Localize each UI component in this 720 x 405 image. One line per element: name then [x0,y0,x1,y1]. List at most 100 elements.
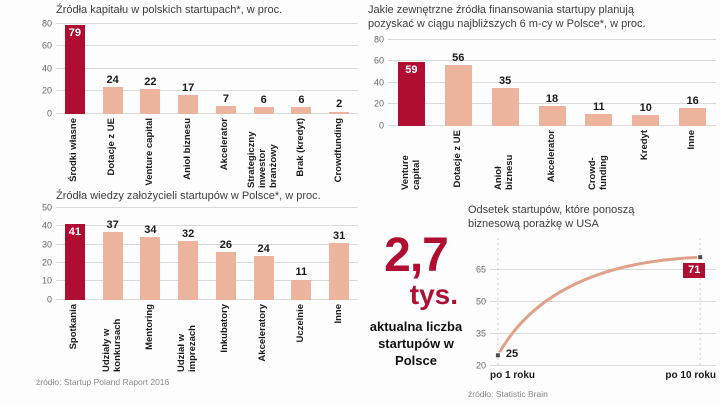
plot-area: 25 71 [490,237,716,366]
bar-value-label: 34 [144,224,157,237]
bar-column: 41 [56,208,94,300]
category-label: Udziały w konkursach [100,318,123,372]
x-axis-label: po 1 roku [490,369,536,381]
bar [538,106,566,126]
category-label-cell: Anioł biznesu [169,114,207,188]
x-axis-labels: Spotkania Udziały w konkursach Mentoring Ud… [56,300,358,372]
bar-column: 35 [482,40,529,126]
category-label: Spotkania [68,303,80,350]
bar-value-label: 35 [499,74,512,87]
bar-stack: 7 [215,24,236,114]
gridline [56,225,358,227]
y-axis: 0 20 40 60 80 [36,19,56,118]
bar-value-label: 17 [182,81,195,94]
bar-value-label: 18 [545,93,559,106]
gridline [388,60,716,61]
bar-column: 6 [245,24,283,114]
bar-column: 31 [320,208,358,300]
stat-caption: aktualna liczba startupów w Polsce [369,318,463,368]
category-label: Dotacje z UE [451,129,463,188]
category-label: Venture capital [399,154,422,190]
gridline [56,206,358,208]
bar [178,240,199,300]
y-axis-tick: 40 [373,77,384,87]
bar-stack: 24 [102,24,123,114]
bar-value-label: 22 [144,75,157,88]
stat-number: 2,7 [384,229,449,282]
category-label: Akcelerator [219,117,231,171]
bar-column: 34 [132,208,170,300]
bar-column: 16 [669,40,716,126]
bars-container: 41 37 34 32 26 24 11 31 [56,208,358,300]
category-label: Akcelerator [545,129,557,182]
bar-stack: 79 [64,24,85,114]
bar [329,242,350,300]
bar-value-label: 31 [333,229,346,242]
category-label-cell: Inkubatory [207,300,245,372]
bar-value-label: 24 [257,242,270,255]
bar-stack: 41 [64,208,85,300]
category-label-cell: Venture capital [132,114,170,188]
x-axis-labels: Venture capital Dotacje z UE Anioł biznesu… [388,126,716,190]
bar-column: 79 [56,24,94,114]
bar [491,87,519,126]
y-axis-tick: 50 [41,202,52,213]
gridline [56,90,358,92]
y-axis-tick: 35 [475,328,486,338]
gridline [490,268,716,270]
bar-column: 7 [207,24,245,114]
bar-value-label: 26 [219,238,232,251]
bar-column: 32 [169,208,207,300]
bar [102,86,123,114]
gridline [56,22,358,24]
category-label: Anioł biznesu [181,117,193,180]
point-value-badge: 71 [683,262,706,278]
category-label-cell: Venture capital [388,126,435,190]
point-value-label: 25 [505,347,519,360]
bar-value-label: 11 [593,100,605,113]
bar-column: 24 [94,24,132,114]
category-label-cell: Inne [320,300,358,372]
bars-container: 79 24 22 17 7 6 6 2 [56,24,358,114]
line-chart-canvas [494,237,704,366]
category-label-cell: Crowdfunding [320,114,358,188]
y-axis-tick: 20 [475,360,486,370]
bar [679,108,707,126]
bar-value-label: 59 [405,64,418,77]
bar-stack: 56 [444,40,472,126]
gridline [56,280,358,282]
gridline [56,112,358,114]
chart-capital-sources: Źródła kapitału w polskich startupach*, … [36,4,358,188]
category-label-cell: Środki własne [56,114,94,188]
bar-stack: 11 [291,208,312,300]
category-label-cell: Crowd-funding [575,126,622,190]
category-label-cell: Dotacje z UE [94,114,132,188]
bar-column: 6 [283,24,321,114]
chart-title: Odsetek startupów, które ponoszą bizneso… [468,204,635,230]
bar [291,279,312,300]
bar-column: 18 [529,40,576,126]
bar-stack: 11 [585,40,613,126]
y-axis-tick: 20 [373,98,384,109]
category-label-cell: Mentoring [132,300,170,372]
chart-failure-rate: Odsetek startupów, które ponoszą bizneso… [468,204,716,399]
gridline [490,364,716,366]
bar-stack: 31 [329,208,350,300]
category-label: Venture capital [143,117,155,186]
bar [140,89,161,114]
category-label-cell: Brak (kredyt) [283,114,321,188]
chart-title: Źródła kapitału w polskich startupach*, … [56,4,283,16]
bar [632,114,660,126]
bar-stack: 16 [679,40,707,126]
category-label: Strategiczny inwestor branżowy [246,131,280,188]
y-axis-tick: 0 [378,120,384,130]
category-label-cell: Dotacje z UE [435,126,482,190]
bar-stack: 37 [102,208,123,300]
bar-stack: 35 [491,40,519,126]
y-axis-tick: 30 [41,239,52,250]
plot-area: 41 37 34 32 26 24 11 31 [56,206,358,300]
gridline [56,243,358,245]
bar-stack: 26 [215,208,236,300]
bar-value-label: 11 [295,266,308,279]
